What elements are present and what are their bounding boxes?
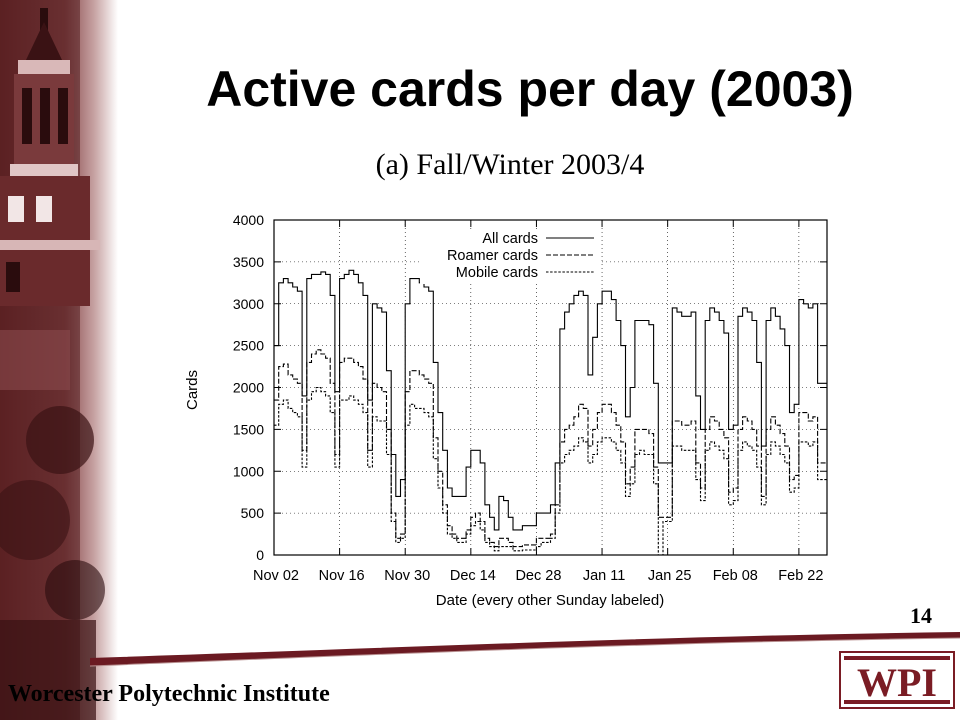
page-number: 14 [910, 603, 932, 628]
y-tick-label: 1000 [233, 463, 264, 479]
chart-ticks: 0 500 1000 1500 2000 2500 3000 3500 4000 Nov 02 No… [233, 212, 827, 584]
x-tick-label: Jan 11 [583, 568, 625, 584]
institution-name: Worcester Polytechnic Institute [8, 681, 330, 707]
wpi-logo-text: WPI [857, 660, 937, 705]
y-tick-label: 3500 [233, 254, 264, 270]
legend-label: All cards [482, 231, 538, 247]
y-axis-label: Cards [184, 370, 201, 410]
y-tick-label: 0 [256, 547, 264, 563]
campus-tower-image [0, 0, 118, 720]
x-tick-label: Nov 02 [253, 568, 299, 584]
y-tick-label: 2000 [233, 380, 264, 396]
x-tick-label: Jan 25 [648, 568, 692, 584]
y-tick-label: 1500 [233, 421, 264, 437]
y-tick-label: 2500 [233, 338, 264, 354]
x-tick-label: Dec 28 [515, 568, 561, 584]
y-tick-label: 500 [241, 505, 265, 521]
x-tick-label: Feb 22 [778, 568, 823, 584]
slide-title: Active cards per day (2003) [206, 61, 854, 117]
legend-label: Mobile cards [456, 265, 538, 281]
chart-series [274, 269, 827, 556]
wpi-logo: WPI [839, 651, 955, 709]
x-tick-label: Dec 14 [450, 568, 496, 584]
chart-subtitle: (a) Fall/Winter 2003/4 [375, 148, 645, 181]
x-tick-label: Feb 08 [713, 568, 758, 584]
y-tick-label: 4000 [233, 212, 264, 228]
active-cards-chart: 0 500 1000 1500 2000 2500 3000 3500 4000 Nov 02 No… [184, 212, 828, 609]
series-line-roamer-cards [274, 349, 827, 548]
x-tick-label: Nov 16 [319, 568, 365, 584]
campus-photo-sidebar [0, 0, 118, 720]
series-line-all-cards [274, 269, 827, 531]
y-tick-label: 3000 [233, 296, 264, 312]
x-tick-label: Nov 30 [384, 568, 430, 584]
x-axis-label: Date (every other Sunday labeled) [436, 592, 664, 609]
legend-label: Roamer cards [447, 248, 538, 264]
footer-decorative-band [90, 632, 960, 667]
